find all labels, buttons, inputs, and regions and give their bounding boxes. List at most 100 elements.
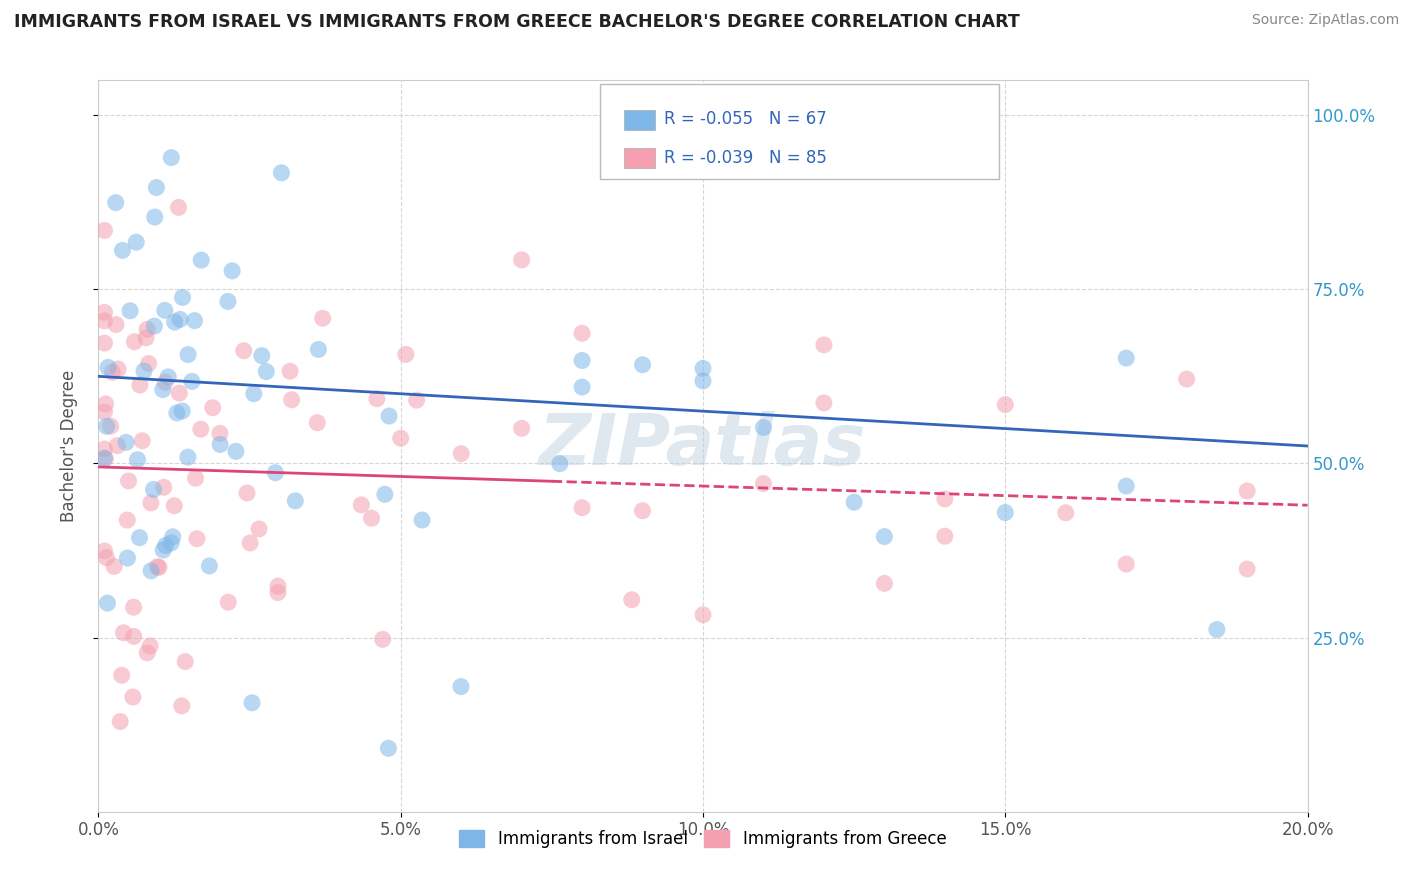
Point xyxy=(270,166,292,180)
Point xyxy=(122,690,145,704)
Point xyxy=(93,305,115,319)
Point xyxy=(280,392,302,407)
Point xyxy=(692,607,714,622)
Point xyxy=(1054,506,1077,520)
Point xyxy=(450,447,472,461)
Point xyxy=(139,496,162,510)
Point xyxy=(93,336,115,351)
Legend: Immigrants from Israel, Immigrants from Greece: Immigrants from Israel, Immigrants from … xyxy=(453,823,953,855)
Point xyxy=(184,471,207,485)
Point xyxy=(232,343,254,358)
Point xyxy=(247,522,270,536)
Point xyxy=(94,451,117,466)
Point xyxy=(240,696,263,710)
Point xyxy=(153,376,176,390)
Point xyxy=(1175,372,1198,386)
Point xyxy=(131,434,153,448)
Point xyxy=(934,529,956,543)
Point xyxy=(157,370,180,384)
Point xyxy=(198,558,221,573)
Point xyxy=(571,353,593,368)
Point xyxy=(548,457,571,471)
Point xyxy=(108,714,131,729)
Point xyxy=(136,322,159,336)
Point xyxy=(93,544,115,558)
Point xyxy=(100,419,122,434)
Point xyxy=(152,383,174,397)
Point xyxy=(174,655,197,669)
Point xyxy=(254,365,277,379)
Point xyxy=(631,358,654,372)
Point xyxy=(162,530,184,544)
Point xyxy=(307,416,329,430)
Point xyxy=(208,426,231,441)
Point xyxy=(107,439,129,453)
Text: R = -0.039   N = 85: R = -0.039 N = 85 xyxy=(664,149,827,167)
Point xyxy=(93,442,115,456)
Text: R = -0.055   N = 67: R = -0.055 N = 67 xyxy=(664,111,827,128)
Point xyxy=(115,513,138,527)
Point xyxy=(146,559,169,574)
Point xyxy=(170,698,193,713)
Point xyxy=(752,420,775,434)
Point xyxy=(112,625,135,640)
Point xyxy=(377,741,399,756)
Point xyxy=(1206,623,1229,637)
Point xyxy=(143,319,166,334)
Point xyxy=(93,405,115,419)
Point xyxy=(620,592,643,607)
Point xyxy=(225,444,247,458)
Point xyxy=(93,451,115,466)
Point xyxy=(148,560,170,574)
Point xyxy=(692,361,714,376)
Point xyxy=(177,348,200,362)
Point xyxy=(127,452,149,467)
Point xyxy=(125,235,148,250)
Point xyxy=(94,397,117,411)
Point xyxy=(217,294,239,309)
Point xyxy=(994,398,1017,412)
Point xyxy=(350,498,373,512)
Text: ZIPatlas: ZIPatlas xyxy=(540,411,866,481)
Point xyxy=(190,422,212,436)
Point xyxy=(96,596,118,610)
Point xyxy=(366,392,388,406)
Point xyxy=(152,480,174,494)
Point xyxy=(395,347,418,361)
Point xyxy=(96,550,118,565)
FancyBboxPatch shape xyxy=(624,110,655,129)
Point xyxy=(166,406,188,420)
Point xyxy=(844,495,866,509)
Text: Source: ZipAtlas.com: Source: ZipAtlas.com xyxy=(1251,13,1399,28)
Point xyxy=(111,668,134,682)
Point xyxy=(186,532,208,546)
Point xyxy=(139,564,162,578)
Point xyxy=(236,486,259,500)
Point xyxy=(135,331,157,345)
Point xyxy=(405,393,427,408)
Point xyxy=(873,576,896,591)
Point xyxy=(221,264,243,278)
Point xyxy=(105,318,128,332)
Point xyxy=(571,380,593,394)
Point xyxy=(104,195,127,210)
Point xyxy=(378,409,401,423)
Point xyxy=(142,483,165,497)
Point xyxy=(201,401,224,415)
Point xyxy=(172,404,194,418)
Point xyxy=(129,378,152,392)
FancyBboxPatch shape xyxy=(600,84,1000,179)
Point xyxy=(93,314,115,328)
Point xyxy=(239,536,262,550)
FancyBboxPatch shape xyxy=(624,148,655,169)
Point xyxy=(1115,557,1137,571)
Point xyxy=(183,313,205,327)
Point xyxy=(122,600,145,615)
Point xyxy=(692,374,714,388)
Point xyxy=(217,595,239,609)
Point xyxy=(128,531,150,545)
Point xyxy=(371,632,394,647)
Point xyxy=(190,253,212,268)
Point xyxy=(115,435,138,450)
Point xyxy=(571,326,593,341)
